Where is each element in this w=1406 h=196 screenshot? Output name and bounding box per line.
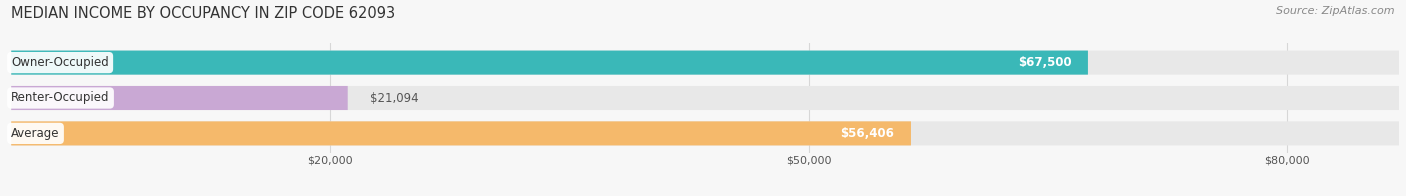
FancyBboxPatch shape bbox=[11, 121, 911, 145]
FancyBboxPatch shape bbox=[11, 51, 1088, 75]
FancyBboxPatch shape bbox=[11, 51, 1399, 75]
Text: Average: Average bbox=[11, 127, 59, 140]
Text: $56,406: $56,406 bbox=[841, 127, 894, 140]
Text: MEDIAN INCOME BY OCCUPANCY IN ZIP CODE 62093: MEDIAN INCOME BY OCCUPANCY IN ZIP CODE 6… bbox=[11, 6, 395, 21]
Text: $21,094: $21,094 bbox=[370, 92, 419, 104]
Text: Owner-Occupied: Owner-Occupied bbox=[11, 56, 110, 69]
Text: $67,500: $67,500 bbox=[1018, 56, 1071, 69]
FancyBboxPatch shape bbox=[11, 86, 347, 110]
FancyBboxPatch shape bbox=[11, 86, 1399, 110]
Text: Renter-Occupied: Renter-Occupied bbox=[11, 92, 110, 104]
Text: Source: ZipAtlas.com: Source: ZipAtlas.com bbox=[1277, 6, 1395, 16]
FancyBboxPatch shape bbox=[11, 121, 1399, 145]
